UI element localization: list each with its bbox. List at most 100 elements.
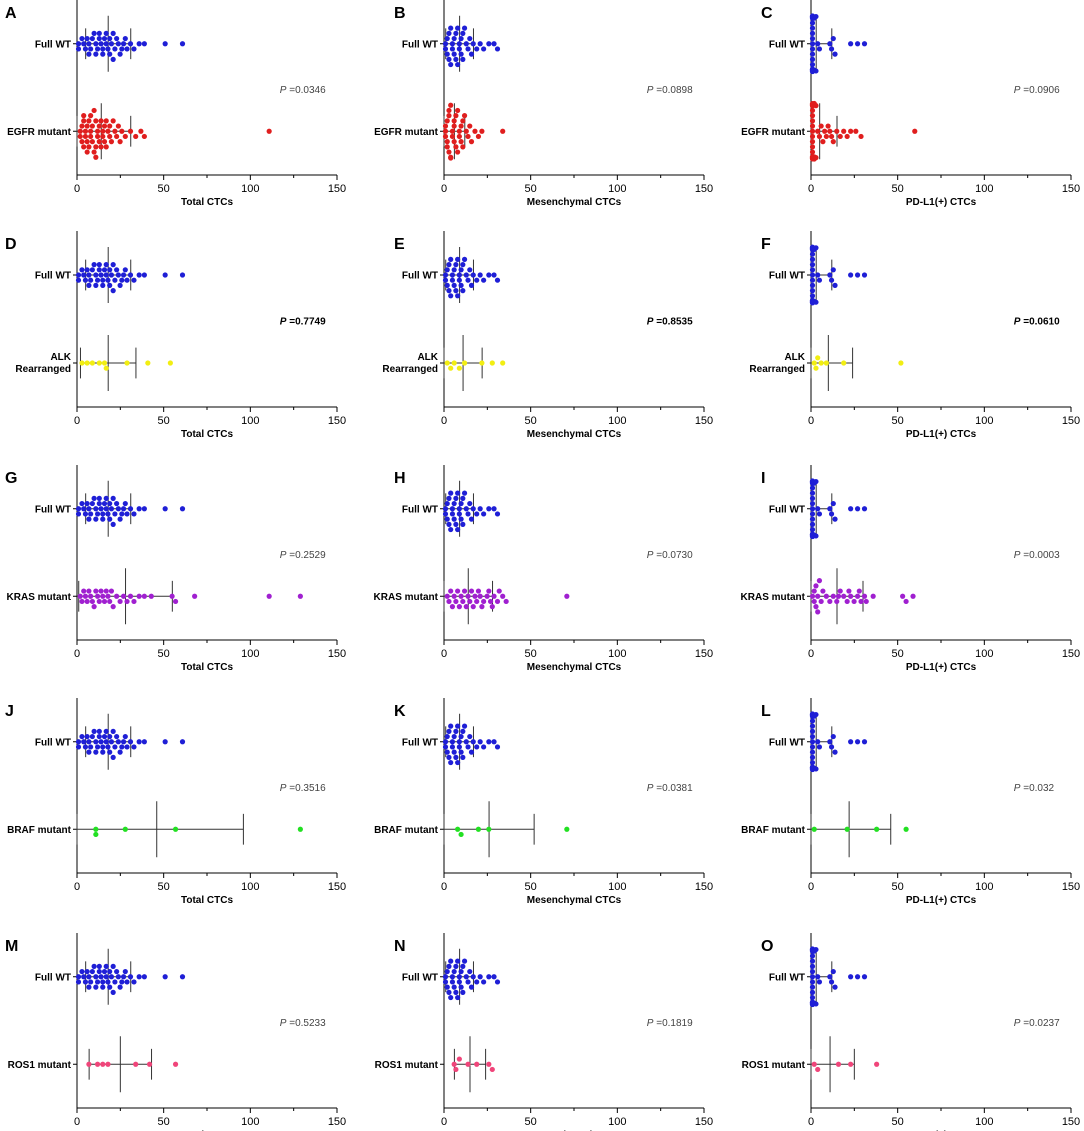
data-point [465,133,471,140]
data-point [117,516,123,522]
p-value: =0.0237 [1020,1018,1060,1029]
data-point [500,128,506,134]
x-tick-label: 150 [695,183,713,195]
y-category-label: Full WT [35,39,71,50]
data-point [815,272,821,278]
data-point [844,826,850,832]
data-point [460,288,466,294]
data-point [848,974,854,980]
data-point [112,744,118,750]
x-tick-label: 0 [441,881,447,893]
panel-letter: H [394,470,406,487]
x-tick-label: 100 [975,183,993,195]
data-point [854,41,861,47]
data-point [809,293,816,299]
data-point [94,46,101,52]
data-point [854,593,861,599]
data-point [81,118,87,124]
data-point [809,994,816,1001]
data-point [98,739,104,745]
data-point [91,149,97,155]
data-point [448,723,454,729]
data-point [853,128,859,134]
data-point [489,604,495,610]
x-axis-label: PD-L1(+) CTCs [906,662,977,673]
data-point [88,593,94,599]
data-point [119,46,125,52]
data-point [84,968,90,975]
data-point [809,728,816,734]
x-tick-label: 0 [74,183,80,195]
data-point [486,1061,492,1067]
data-point [100,516,106,522]
data-point [811,598,817,605]
data-point [101,598,108,605]
data-point [93,282,99,288]
data-point [813,299,819,305]
data-point [448,958,454,964]
data-point [451,267,457,273]
data-point [124,744,130,750]
data-point [809,485,816,491]
data-point [82,277,89,283]
data-point [861,739,868,745]
data-point [146,1061,153,1067]
data-point [456,744,462,750]
p-value-label: P =0.3516 [280,783,326,794]
data-point [809,56,816,62]
p-symbol: P [280,316,287,327]
data-point [835,1061,842,1067]
x-tick-label: 0 [808,648,814,660]
y-category-label: ROS1 mutant [8,1060,72,1071]
data-point [112,511,118,517]
data-point [86,739,92,745]
data-point [131,979,137,985]
data-point [120,974,127,980]
data-point [809,958,816,964]
data-point [96,598,102,605]
x-tick-label: 100 [608,415,626,427]
data-point [110,604,116,610]
panel-letter: M [5,938,18,955]
data-point [444,267,450,273]
data-point [103,974,109,980]
data-point [93,118,99,124]
data-point [96,500,102,507]
data-point [446,989,452,995]
data-point [442,506,449,512]
data-point [809,288,816,294]
y-category-label: Full WT [402,737,438,748]
data-point [449,979,456,985]
data-point [486,826,492,832]
data-point [477,272,483,278]
data-point [446,107,452,114]
x-tick-label: 150 [328,183,346,195]
data-point [832,749,838,755]
data-point [453,521,459,527]
data-point [96,968,102,975]
p-value-label: P =0.2529 [280,550,326,561]
y-category-label: Rearranged [15,364,71,375]
data-point [107,282,113,288]
data-point [456,511,462,517]
data-point [481,744,487,750]
data-point [809,128,816,134]
y-category-label: Full WT [35,504,71,515]
data-point [442,511,449,517]
data-point [84,35,90,42]
data-point [82,593,89,599]
x-tick-label: 50 [525,415,537,427]
data-point [75,41,82,47]
data-point [830,267,836,273]
data-point [100,979,106,985]
data-point [86,984,92,990]
data-point [79,598,85,605]
p-symbol: P [647,85,654,96]
data-point [823,593,829,599]
y-category-label: EGFR mutant [7,127,72,138]
data-point [813,604,819,610]
data-point [86,588,92,594]
data-point [94,979,101,985]
